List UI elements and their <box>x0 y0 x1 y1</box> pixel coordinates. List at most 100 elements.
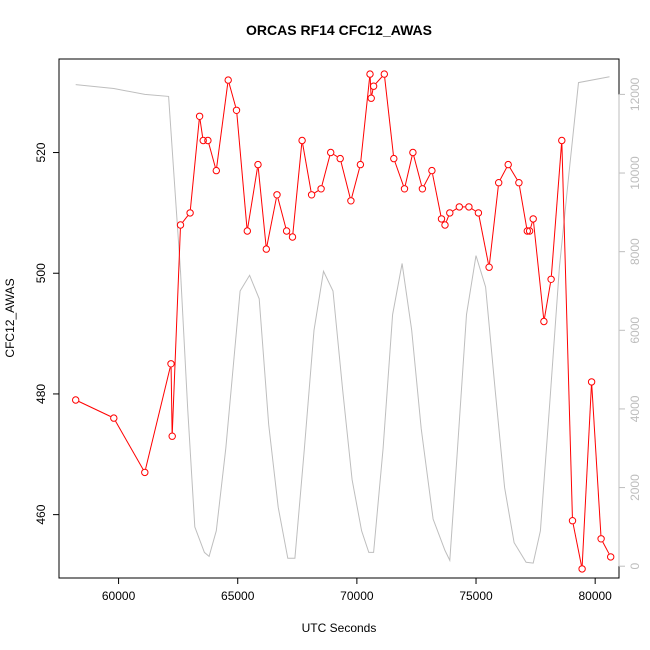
cfc12-line-segment <box>257 168 267 246</box>
cfc12-line-segment <box>145 367 171 470</box>
cfc12-point <box>465 203 473 211</box>
cfc12-point <box>336 154 344 163</box>
cfc12-line-segment <box>509 167 518 180</box>
x-tick-label: 60000 <box>102 589 136 603</box>
cfc12-point <box>110 414 118 422</box>
cfc12-line-segment <box>533 222 545 318</box>
cfc12-point <box>380 70 388 78</box>
cfc12-point <box>195 112 204 121</box>
cfc12-point <box>607 553 615 561</box>
cfc12-line-segment <box>266 198 277 246</box>
cfc12-line-segment <box>115 420 144 470</box>
cfc12-point <box>597 535 605 543</box>
cfc12-point <box>366 70 374 78</box>
cfc12-line-segment <box>371 89 374 95</box>
cfc12-point <box>558 136 566 145</box>
cfc12-point <box>418 185 427 193</box>
plot-area-frame <box>58 58 620 579</box>
cfc12-point <box>409 148 417 157</box>
cfc12-point <box>437 215 446 223</box>
y-tick-label: 500 <box>34 263 48 283</box>
cfc12-line-segment <box>413 155 422 186</box>
cfc12-line-segment <box>78 401 111 417</box>
cfc12-line-segment <box>519 186 528 228</box>
cfc12-point <box>578 565 586 573</box>
y2-tick-label: 4000 <box>628 395 642 422</box>
cfc12-line-segment <box>561 144 573 518</box>
cfc12-line-segment <box>333 154 338 158</box>
cfc12-point <box>568 517 577 525</box>
cfc12-point <box>369 82 378 90</box>
cfc12-point <box>141 468 149 477</box>
x-tick-label: 75000 <box>459 589 493 603</box>
cfc12-point <box>288 233 297 241</box>
y-axis-left: 460 480 500 520 <box>34 142 60 525</box>
cfc12-point <box>428 166 436 175</box>
cfc12-point <box>72 396 80 404</box>
cfc12-line-segment <box>432 174 442 216</box>
cfc12-point <box>262 245 270 253</box>
cfc12-line-segment <box>292 144 303 234</box>
cfc12-line-segment <box>170 367 173 433</box>
y2-tick-label: 6000 <box>628 317 642 344</box>
cfc12-line-segment <box>471 208 476 212</box>
cfc12-point <box>367 94 375 102</box>
cfc12-point <box>273 191 281 199</box>
cfc12-line-segment <box>182 215 189 223</box>
cfc12-line-segment <box>189 119 200 210</box>
cfc12-point <box>232 106 241 115</box>
cfc12-line-segment <box>530 222 533 228</box>
y-tick-label: 460 <box>34 504 48 524</box>
cfc12-point <box>199 136 207 145</box>
cfc12-line-segment <box>321 155 331 186</box>
cfc12-point <box>523 227 531 235</box>
cfc12-line-segment <box>591 385 602 536</box>
cfc12-line-segment <box>544 282 551 319</box>
y-tick-label: 520 <box>34 142 48 162</box>
cfc12-point <box>390 154 398 163</box>
cfc12-point <box>282 227 291 235</box>
cfc12-line-segment <box>360 77 371 162</box>
y2-tick-label: 12000 <box>628 77 642 111</box>
cfc12-line-segment <box>340 161 351 198</box>
cfc12-line-segment <box>351 167 360 198</box>
cfc12-point <box>186 209 194 217</box>
cfc12-point <box>212 166 221 175</box>
cfc12-line-segment <box>314 190 319 194</box>
x-tick-label: 70000 <box>340 589 374 603</box>
cfc12-point <box>243 227 252 235</box>
cfc12-line-segment <box>550 144 562 276</box>
cfc12-line-segment <box>489 186 499 264</box>
altitude-series <box>75 76 610 564</box>
cfc12-line-segment <box>581 385 592 566</box>
cfc12-line-segment <box>171 228 181 433</box>
cfc12-point <box>485 263 493 271</box>
cfc12-line-segment <box>216 83 229 168</box>
cfc12-point <box>254 160 262 169</box>
cfc12-point <box>224 76 232 84</box>
cfc12-line-segment <box>288 233 291 235</box>
cfc12-point <box>474 209 483 217</box>
cfc12-point <box>168 432 176 440</box>
cfc12-line-segment <box>572 524 582 566</box>
y-axis-right: 0 2000 4000 6000 8000 10000 12000 <box>618 77 642 570</box>
cfc12-point <box>515 179 523 187</box>
cfc12-point <box>540 317 548 326</box>
cfc12-line-segment <box>199 119 204 137</box>
cfc12-point <box>307 191 316 199</box>
y2-tick-label: 10000 <box>628 156 642 190</box>
y-tick-label: 480 <box>34 384 48 404</box>
cfc12-point <box>167 360 175 368</box>
cfc12-point <box>504 160 512 169</box>
cfc12-point <box>587 378 596 386</box>
cfc12-point <box>204 136 212 145</box>
y2-tick-label: 8000 <box>628 238 642 265</box>
y2-tick-label: 0 <box>628 563 642 570</box>
cfc12-point <box>495 179 503 187</box>
x-tick-label: 65000 <box>221 589 255 603</box>
cfc12-series <box>72 70 615 573</box>
cfc12-point <box>455 203 463 211</box>
altitude-line <box>75 76 610 564</box>
cfc12-line-segment <box>375 76 383 84</box>
